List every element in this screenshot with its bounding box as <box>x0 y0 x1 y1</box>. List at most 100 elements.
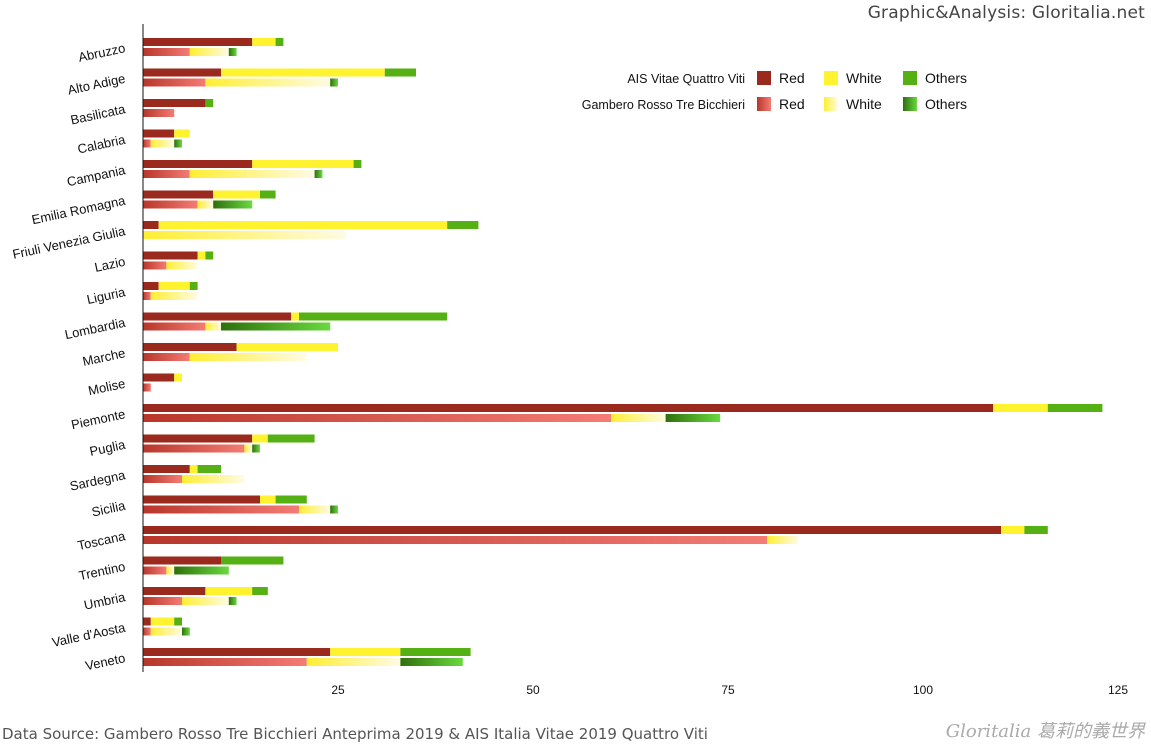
legend-entry-ais-others: Others <box>925 70 967 86</box>
gr-white-bar-lazio <box>166 261 198 270</box>
legend-swatch-gr-white <box>824 97 838 111</box>
brand-signature: Gloritalia 葛莉的義世界 <box>945 721 1145 742</box>
ais-white-bar-calabria <box>174 129 190 138</box>
region-label-veneto: Veneto <box>84 650 127 673</box>
ais-red-bar-toscana <box>143 526 1001 534</box>
legend-entry-gr-others: Others <box>925 96 967 112</box>
gr-white-bar-puglia <box>244 444 253 453</box>
ais-red-bar-piemonte <box>143 404 994 412</box>
x-tick-label-100: 100 <box>913 683 933 697</box>
ais-red-bar-molise <box>143 373 175 382</box>
ais-red-bar-lombardia <box>143 312 292 321</box>
gr-white-bar-toscana <box>767 536 799 544</box>
gr-red-bar-emilia-romagna <box>143 200 198 209</box>
gr-red-bar-valle-d-aosta <box>143 627 151 636</box>
ais-red-bar-puglia <box>143 434 253 443</box>
gr-red-bar-veneto <box>143 658 307 666</box>
ais-others-bar-sardegna <box>197 465 221 473</box>
ais-others-bar-friuli-venezia-giulia <box>447 221 479 229</box>
ais-red-bar-abruzzo <box>143 38 253 46</box>
gr-white-bar-valle-d-aosta <box>150 627 182 636</box>
region-label-emilia-romagna: Emilia Romagna <box>30 193 127 228</box>
ais-white-bar-umbria <box>205 587 253 595</box>
gr-red-bar-liguria <box>143 292 151 300</box>
legend-swatch-ais-white <box>824 71 838 85</box>
gr-red-bar-calabria <box>143 139 151 148</box>
gr-red-bar-trentino <box>143 566 167 575</box>
legend-swatch-ais-others <box>903 71 917 85</box>
gr-white-bar-campania <box>189 170 315 178</box>
gr-others-bar-abruzzo <box>228 48 237 56</box>
x-axis-ticks: 25 50 75 100 125 <box>331 683 1128 697</box>
gr-red-bar-campania <box>143 170 190 178</box>
ais-red-bar-lazio <box>143 251 198 260</box>
gr-white-bar-sardegna <box>182 475 245 483</box>
gr-red-bar-alto-adige <box>143 78 206 87</box>
ais-red-bar-veneto <box>143 648 331 656</box>
gr-others-bar-piemonte <box>665 414 721 422</box>
gr-red-bar-marche <box>143 353 190 361</box>
region-label-marche: Marche <box>81 345 127 369</box>
ais-white-bar-marche <box>236 343 338 351</box>
ais-red-bar-trentino <box>143 556 221 565</box>
x-tick-label-25: 25 <box>331 683 345 697</box>
ais-others-bar-emilia-romagna <box>260 190 276 199</box>
x-tick-label-75: 75 <box>721 683 735 697</box>
gr-white-bar-lombardia <box>205 322 221 331</box>
gr-white-bar-marche <box>189 353 307 361</box>
ais-white-bar-lombardia <box>291 312 299 321</box>
ais-others-bar-veneto <box>400 648 471 656</box>
ais-others-bar-lazio <box>205 251 214 260</box>
ais-others-bar-basilicata <box>205 99 214 107</box>
gr-red-bar-sardegna <box>143 475 182 483</box>
ais-red-bar-marche <box>143 343 237 351</box>
gr-red-bar-toscana <box>143 536 767 544</box>
region-label-molise: Molise <box>87 376 127 398</box>
region-label-liguria: Liguria <box>85 284 127 307</box>
ais-others-bar-liguria <box>189 282 198 290</box>
ais-others-bar-lombardia <box>299 312 448 321</box>
gr-white-bar-liguria <box>150 292 198 300</box>
ais-others-bar-sicilia <box>275 495 307 504</box>
ais-white-bar-campania <box>252 160 354 168</box>
chart-credit: Graphic&Analysis: Gloritalia.net <box>867 3 1145 23</box>
ais-white-bar-liguria <box>158 282 190 290</box>
gr-white-bar-piemonte <box>611 414 666 422</box>
region-label-umbria: Umbria <box>83 589 128 613</box>
legend-group-gambero-rosso: Gambero Rosso Tre Bicchieri <box>582 98 745 112</box>
legend: AIS Vitae Quattro Viti Red White Others Gamb… <box>582 70 967 112</box>
gr-others-bar-calabria <box>174 139 182 148</box>
ais-white-bar-lazio <box>197 251 206 260</box>
ais-white-bar-piemonte <box>993 404 1048 412</box>
gr-red-bar-sicilia <box>143 505 299 514</box>
gr-others-bar-puglia <box>252 444 260 453</box>
legend-swatch-gr-others <box>903 97 917 111</box>
ais-white-bar-sardegna <box>189 465 198 473</box>
gr-others-bar-trentino <box>174 566 229 575</box>
gr-others-bar-sicilia <box>330 505 338 514</box>
bars-layer <box>143 38 1103 666</box>
ais-others-bar-valle-d-aosta <box>174 617 182 626</box>
ais-white-bar-veneto <box>330 648 401 656</box>
legend-entry-ais-red: Red <box>779 70 805 86</box>
gr-others-bar-umbria <box>228 597 237 605</box>
gr-others-bar-emilia-romagna <box>213 200 253 209</box>
data-source-note: Data Source: Gambero Rosso Tre Bicchieri… <box>2 725 708 743</box>
region-label-sicilia: Sicilia <box>90 498 127 520</box>
region-label-basilicata: Basilicata <box>69 101 127 127</box>
region-label-piemonte: Piemonte <box>70 406 127 432</box>
ais-others-bar-piemonte <box>1047 404 1103 412</box>
gr-red-bar-puglia <box>143 444 245 453</box>
legend-swatch-ais-red <box>757 71 771 85</box>
region-label-valle-d-aosta: Valle d'Aosta <box>51 620 128 650</box>
gr-others-bar-lombardia <box>221 322 331 331</box>
ais-white-bar-valle-d-aosta <box>150 617 175 626</box>
region-label-puglia: Puglia <box>88 437 127 459</box>
gr-red-bar-abruzzo <box>143 48 190 56</box>
legend-swatch-gr-red <box>757 97 771 111</box>
gr-white-bar-umbria <box>182 597 229 605</box>
gr-white-bar-trentino <box>166 566 175 575</box>
region-label-alto-adige: Alto Adige <box>66 71 126 98</box>
region-labels: Abruzzo Alto Adige Basilicata Calabria Campa… <box>11 40 127 673</box>
